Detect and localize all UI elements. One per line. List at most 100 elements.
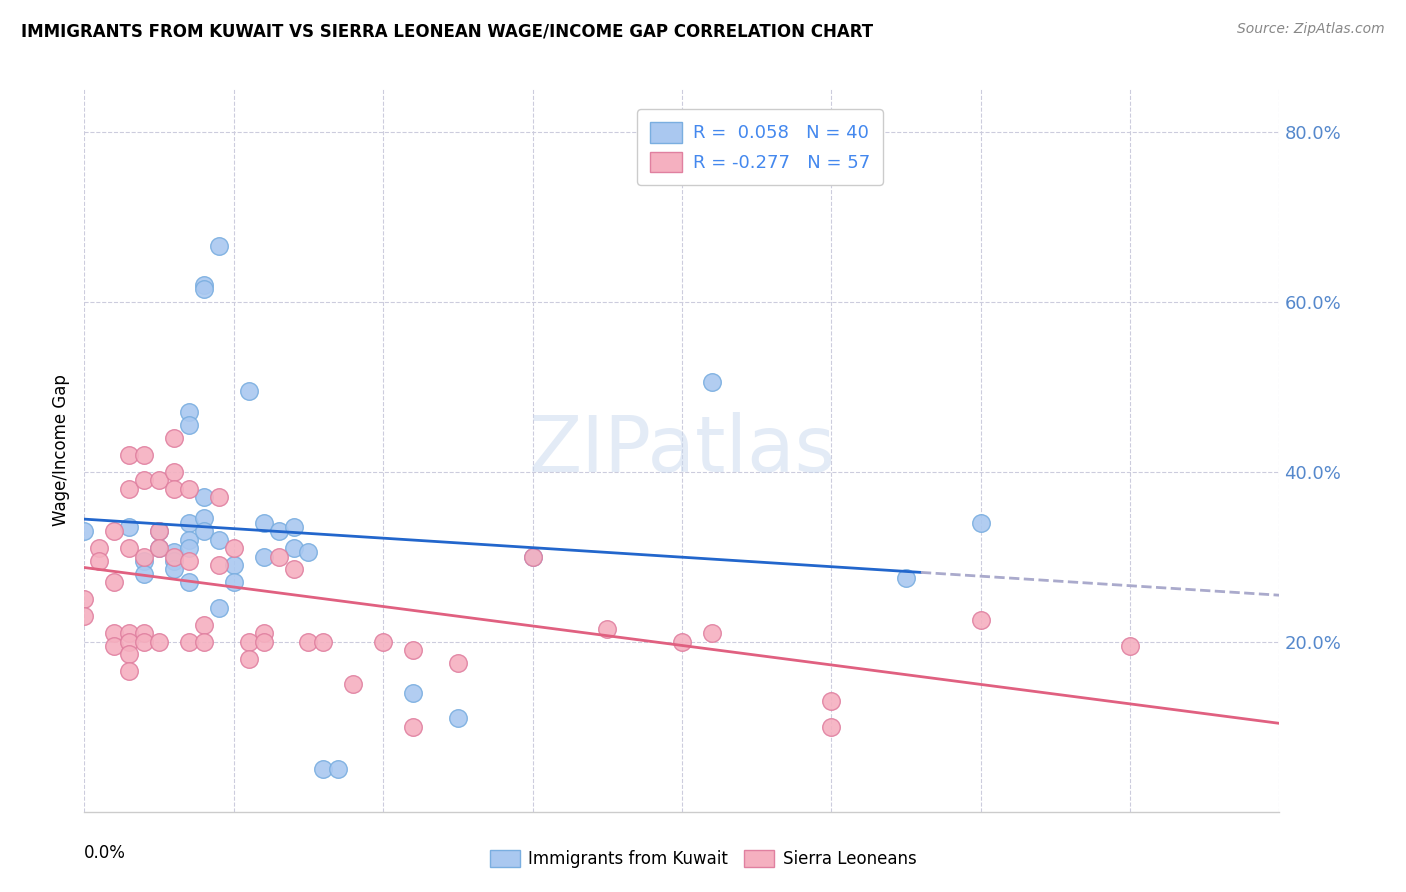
Point [253,549,276,564]
Point [132,566,156,581]
Point [132,448,156,462]
Point [73,609,96,624]
Point [118,665,141,679]
Point [283,541,305,556]
Point [73,524,96,539]
Point [297,634,319,648]
Point [163,465,186,479]
Point [402,686,425,700]
Point [193,282,215,296]
Point [148,634,170,648]
Point [447,656,470,670]
Point [208,600,231,615]
Point [894,571,917,585]
Point [700,376,723,390]
Point [89,541,111,556]
Point [522,549,544,564]
Point [253,634,276,648]
Point [328,762,350,776]
Point [163,562,186,576]
Point [222,558,245,573]
Point [103,524,125,539]
Legend: Immigrants from Kuwait, Sierra Leoneans: Immigrants from Kuwait, Sierra Leoneans [482,843,924,875]
Point [238,651,260,665]
Point [89,554,111,568]
Point [193,634,215,648]
Point [177,533,200,547]
Point [148,524,170,539]
Point [132,634,156,648]
Point [208,533,231,547]
Point [267,549,290,564]
Point [373,634,395,648]
Point [700,626,723,640]
Text: IMMIGRANTS FROM KUWAIT VS SIERRA LEONEAN WAGE/INCOME GAP CORRELATION CHART: IMMIGRANTS FROM KUWAIT VS SIERRA LEONEAN… [21,22,873,40]
Point [208,490,231,504]
Point [312,762,335,776]
Point [103,639,125,653]
Point [177,482,200,496]
Point [163,549,186,564]
Point [103,575,125,590]
Point [118,634,141,648]
Legend: R =  0.058   N = 40, R = -0.277   N = 57: R = 0.058 N = 40, R = -0.277 N = 57 [637,109,883,185]
Point [148,541,170,556]
Point [820,694,842,708]
Point [283,562,305,576]
Point [177,634,200,648]
Point [193,617,215,632]
Point [222,575,245,590]
Point [118,448,141,462]
Point [342,677,364,691]
Point [193,524,215,539]
Point [297,545,319,559]
Point [238,634,260,648]
Text: Source: ZipAtlas.com: Source: ZipAtlas.com [1237,22,1385,37]
Point [177,405,200,419]
Point [402,643,425,657]
Point [73,592,96,607]
Point [970,516,993,530]
Point [132,473,156,487]
Point [596,622,619,636]
Point [163,545,186,559]
Point [283,520,305,534]
Point [177,516,200,530]
Point [103,626,125,640]
Point [118,648,141,662]
Point [193,490,215,504]
Point [1119,639,1142,653]
Point [970,614,993,628]
Point [163,554,186,568]
Point [208,239,231,253]
Text: 0.0%: 0.0% [84,844,127,863]
Point [447,711,470,725]
Point [177,554,200,568]
Point [253,516,276,530]
Point [820,720,842,734]
Point [132,549,156,564]
Point [163,431,186,445]
Point [177,575,200,590]
Point [177,417,200,432]
Point [267,524,290,539]
Point [163,482,186,496]
Point [177,541,200,556]
Point [118,626,141,640]
Point [671,634,693,648]
Point [193,511,215,525]
Point [208,558,231,573]
Point [118,520,141,534]
Point [148,473,170,487]
Point [312,634,335,648]
Point [522,549,544,564]
Point [253,626,276,640]
Point [148,524,170,539]
Point [118,541,141,556]
Point [132,626,156,640]
Point [402,720,425,734]
Point [222,541,245,556]
Point [132,554,156,568]
Point [193,277,215,292]
Y-axis label: Wage/Income Gap: Wage/Income Gap [52,375,70,526]
